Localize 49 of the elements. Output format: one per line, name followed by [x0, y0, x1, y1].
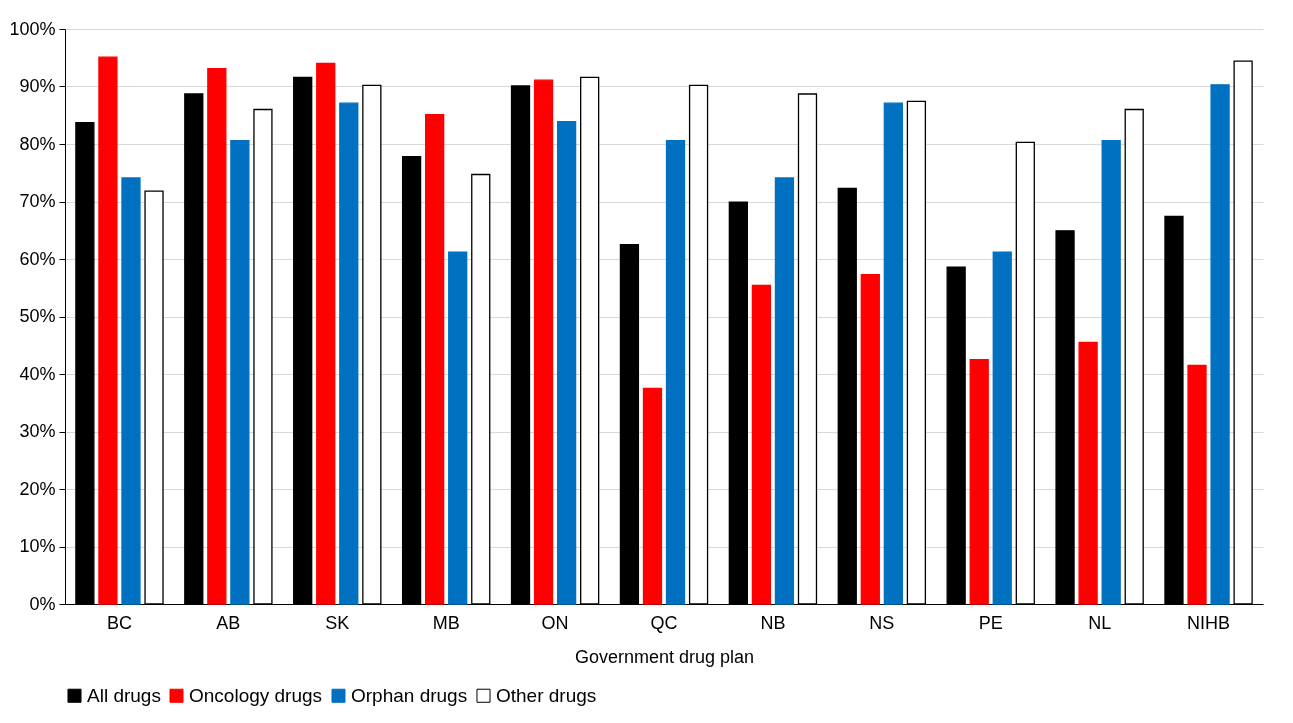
bar [316, 62, 336, 605]
x-tick-label: BC [106, 612, 132, 633]
x-tick-label: QC [650, 612, 678, 633]
x-tick-label: NB [760, 612, 786, 633]
y-tick-label: 10% [19, 536, 56, 556]
bar [230, 139, 250, 605]
y-tick-label: 100% [9, 18, 56, 39]
bar [121, 177, 141, 605]
bar [642, 387, 663, 605]
x-tick-label: SK [325, 612, 350, 633]
x-tick-label: NS [869, 612, 895, 633]
y-tick-label: 20% [19, 478, 56, 499]
bar [533, 79, 554, 605]
bar [1187, 364, 1207, 605]
bar [883, 102, 903, 605]
bar [751, 284, 772, 605]
y-tick-label: 50% [19, 306, 56, 326]
x-tick-label: ON [541, 612, 569, 633]
x-tick-label: MB [432, 612, 460, 633]
bar [425, 114, 445, 605]
bar [448, 251, 468, 605]
bar [1078, 341, 1098, 605]
legend-label: Orphan drugs [351, 684, 468, 706]
y-tick-label: 70% [19, 191, 56, 211]
bar [1101, 139, 1121, 605]
legend-label: All drugs [87, 684, 161, 706]
bar [207, 68, 227, 605]
y-tick-label: 40% [19, 363, 56, 384]
x-tick-label: NIHB [1187, 612, 1231, 633]
y-tick-label: 80% [19, 133, 56, 154]
x-tick-label: AB [216, 612, 241, 633]
bar [774, 177, 795, 605]
bar [98, 56, 118, 605]
y-tick-label: 30% [19, 421, 56, 441]
y-tick-label: 60% [19, 248, 56, 269]
legend-label: Oncology drugs [189, 684, 323, 706]
bar [556, 120, 577, 605]
legend-label: Other drugs [496, 684, 597, 706]
bar [969, 358, 989, 605]
bar [860, 273, 880, 605]
x-tick-label: PE [978, 612, 1003, 633]
y-tick-label: 0% [29, 593, 56, 614]
bar [339, 102, 359, 605]
bar [1210, 84, 1230, 605]
y-tick-label: 90% [19, 76, 56, 96]
x-axis-title: Government drug plan [574, 646, 755, 667]
x-tick-label: NL [1088, 612, 1112, 633]
bar [992, 251, 1012, 605]
bar [665, 139, 686, 605]
